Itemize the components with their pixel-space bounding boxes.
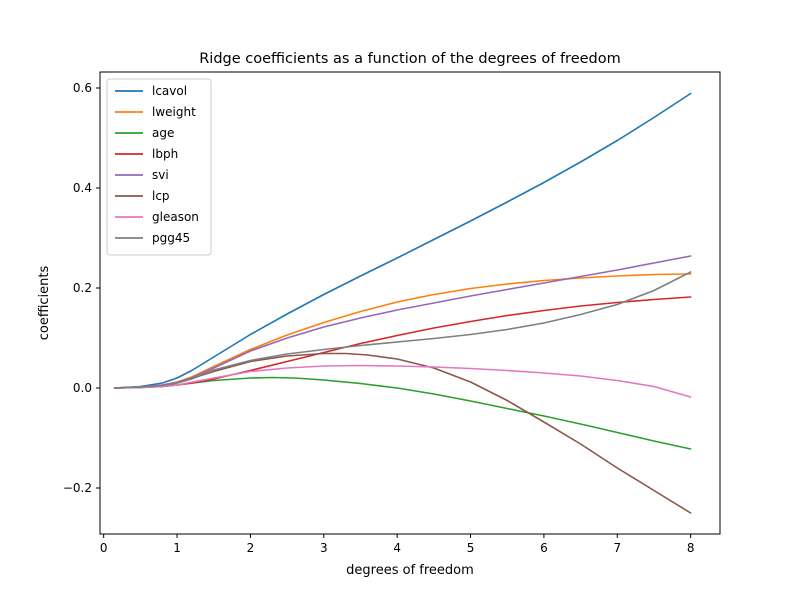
y-tick-label-4: 0.6 <box>73 81 92 95</box>
x-axis-label: degrees of freedom <box>346 563 474 578</box>
chart-title: Ridge coefficients as a function of the … <box>199 51 621 67</box>
x-tick-label-4: 4 <box>393 541 401 555</box>
legend-label-svi: svi <box>152 168 169 182</box>
x-tick-label-3: 3 <box>320 541 328 555</box>
y-axis: −0.2 0.0 0.2 0.4 0.6 <box>63 81 100 495</box>
series-line-pgg45 <box>113 271 692 389</box>
legend: lcavol lweight age lbph svi lcp gleason pgg45 <box>106 78 212 256</box>
y-tick-label-2: 0.2 <box>73 281 92 295</box>
y-axis-label: coefficients <box>37 266 52 341</box>
legend-label-gleason: gleason <box>152 210 199 224</box>
x-axis: 0 1 2 3 4 5 6 7 8 <box>100 534 695 555</box>
x-tick-label-7: 7 <box>613 541 621 555</box>
x-tick-label-0: 0 <box>100 541 108 555</box>
x-tick-label-6: 6 <box>540 541 548 555</box>
legend-label-lcp: lcp <box>152 189 170 203</box>
x-tick-label-2: 2 <box>247 541 255 555</box>
series-layer <box>113 92 692 514</box>
legend-label-pgg45: pgg45 <box>152 231 190 245</box>
legend-label-lweight: lweight <box>152 105 196 119</box>
legend-frame <box>106 78 212 256</box>
series-line-lcavol <box>113 92 692 389</box>
x-tick-label-5: 5 <box>467 541 475 555</box>
x-tick-label-8: 8 <box>687 541 695 555</box>
y-tick-label-3: 0.4 <box>73 181 92 195</box>
y-tick-label-1: 0.0 <box>73 381 92 395</box>
legend-label-lbph: lbph <box>152 147 178 161</box>
legend-label-age: age <box>152 126 174 140</box>
series-line-gleason <box>113 364 692 398</box>
x-tick-label-1: 1 <box>173 541 181 555</box>
legend-label-lcavol: lcavol <box>152 84 187 98</box>
y-tick-label-0: −0.2 <box>63 481 92 495</box>
